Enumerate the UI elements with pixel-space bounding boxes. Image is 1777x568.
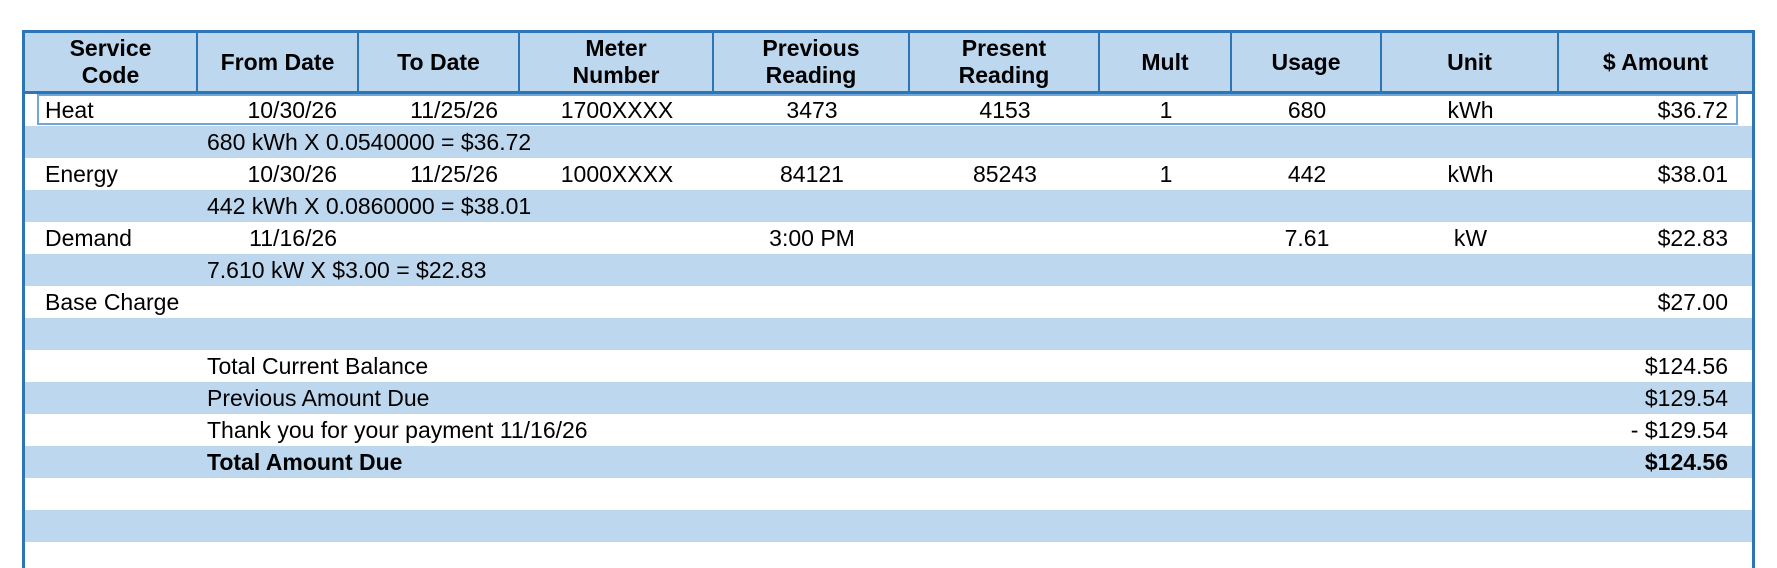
cell-mult [1100, 222, 1232, 254]
cell-mult: 1 [1159, 97, 1173, 123]
summary-amount: - $129.54 [1630, 417, 1728, 443]
rate-formula-text: 442 kWh X 0.0860000 = $38.01 [207, 193, 532, 219]
column-header-from-date: From Date [198, 33, 359, 91]
column-header-to-date: To Date [359, 33, 520, 91]
cell-unit: kWh [1447, 161, 1494, 187]
table-row: Total Amount Due $124.56 [25, 446, 1752, 478]
cell-mult [1100, 286, 1232, 318]
cell-present-reading: 85243 [973, 161, 1037, 187]
table-row [25, 318, 1752, 350]
cell-amount: $22.83 [1657, 225, 1728, 251]
cell-previous-reading: 3:00 PM [769, 225, 855, 251]
cell-usage: 442 [1287, 161, 1327, 187]
table-row [25, 542, 1752, 568]
cell-previous-reading: 84121 [780, 161, 844, 187]
table-body: Heat 10/30/26 11/25/26 1700XXXX 3473 4153 1 680… [25, 94, 1752, 568]
column-header-meter-number: Meter Number [520, 33, 714, 91]
cell-present-reading: 4153 [979, 97, 1031, 123]
cell-meter-number [520, 222, 714, 254]
cell-from-date [198, 286, 359, 318]
table-row: Demand 11/16/26 3:00 PM 7.61 kW $22.83 [25, 222, 1752, 254]
cell-usage [1232, 286, 1382, 318]
column-header-usage: Usage [1232, 33, 1382, 91]
summary-label: Thank you for your payment 11/16/26 [207, 417, 588, 443]
cell-amount: $38.01 [1657, 161, 1728, 187]
cell-service-code: Heat [45, 97, 94, 123]
cell-meter-number: 1700XXXX [560, 97, 674, 123]
cell-from-date: 10/30/26 [247, 97, 337, 123]
summary-label: Total Amount Due [207, 449, 403, 475]
table-row [25, 510, 1752, 542]
cell-to-date [359, 222, 520, 254]
cell-from-date: 11/16/26 [249, 225, 337, 251]
column-header-amount: $ Amount [1602, 48, 1709, 75]
rate-formula-text: 7.610 kW X $3.00 = $22.83 [207, 257, 487, 283]
column-header-previous-reading: Previous Reading [714, 33, 910, 91]
cell-amount: $36.72 [1657, 97, 1728, 123]
cell-service-code: Demand [45, 225, 132, 251]
cell-to-date [359, 286, 520, 318]
table-row: Energy 10/30/26 11/25/26 1000XXXX 84121 85243… [25, 158, 1752, 190]
cell-to-date: 11/25/26 [410, 161, 498, 187]
cell-unit: kWh [1447, 97, 1494, 123]
cell-previous-reading [714, 286, 910, 318]
cell-service-code: Energy [45, 161, 118, 187]
cell-present-reading [910, 222, 1100, 254]
table-row: 442 kWh X 0.0860000 = $38.01 [25, 190, 1752, 222]
table-row: Base Charge $27.00 [25, 286, 1752, 318]
table-row: Previous Amount Due $129.54 [25, 382, 1752, 414]
table-header-row: Service Code From Date To Date Meter Num… [25, 30, 1752, 94]
cell-service-code: Base Charge [45, 289, 180, 315]
table-row: Heat 10/30/26 11/25/26 1700XXXX 3473 4153 1 680… [25, 94, 1752, 126]
cell-amount: $27.00 [1657, 289, 1728, 315]
summary-amount: $129.54 [1644, 385, 1728, 411]
table-row [25, 478, 1752, 510]
table-row: Thank you for your payment 11/16/26 - $12… [25, 414, 1752, 446]
cell-previous-reading: 3473 [786, 97, 838, 123]
cell-meter-number [520, 286, 714, 318]
cell-to-date: 11/25/26 [410, 97, 498, 123]
summary-amount: $124.56 [1644, 449, 1728, 475]
summary-amount: $124.56 [1644, 353, 1728, 379]
table-row: 680 kWh X 0.0540000 = $36.72 [25, 126, 1752, 158]
cell-usage: 7.61 [1284, 225, 1330, 251]
cell-meter-number: 1000XXXX [560, 161, 674, 187]
cell-unit: kW [1453, 225, 1488, 251]
summary-label: Previous Amount Due [207, 385, 430, 411]
table-row: 7.610 kW X $3.00 = $22.83 [25, 254, 1752, 286]
column-header-present-reading: Present Reading [910, 33, 1100, 91]
table-row: Total Current Balance $124.56 [25, 350, 1752, 382]
charges-table: Service Code From Date To Date Meter Num… [22, 30, 1755, 568]
cell-unit [1382, 286, 1559, 318]
column-header-service-code: Service Code [25, 33, 198, 91]
column-header-mult: Mult [1100, 33, 1232, 91]
column-header-unit: Unit [1382, 33, 1559, 91]
rate-formula-text: 680 kWh X 0.0540000 = $36.72 [207, 129, 532, 155]
summary-label: Total Current Balance [207, 353, 429, 379]
cell-mult: 1 [1159, 161, 1173, 187]
cell-usage: 680 [1287, 97, 1327, 123]
cell-present-reading [910, 286, 1100, 318]
cell-from-date: 10/30/26 [247, 161, 337, 187]
